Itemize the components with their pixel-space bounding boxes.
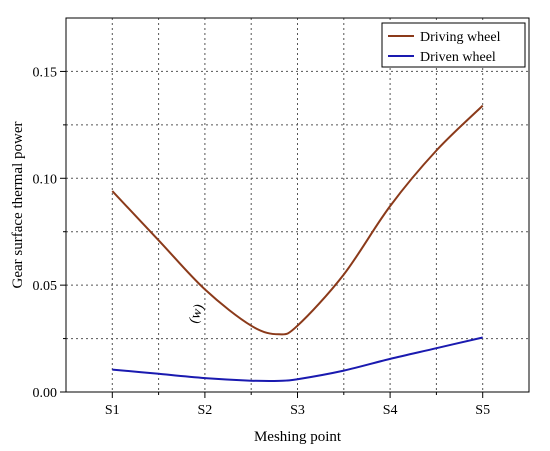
y-tick-label: 0.15 (33, 65, 58, 80)
x-tick-label: S1 (105, 403, 120, 418)
y-tick-label: 0.10 (33, 172, 58, 187)
legend-label-driving-wheel: Driving wheel (420, 30, 501, 45)
y-axis-title: Gear surface thermal power (10, 122, 26, 289)
x-axis-title: Meshing point (254, 429, 342, 445)
x-tick-label: S3 (290, 403, 305, 418)
legend: Driving wheel Driven wheel (381, 22, 526, 68)
series-line-driven-wheel (112, 336, 483, 383)
x-tick-label: S4 (383, 403, 398, 418)
x-tick-label: S5 (475, 403, 490, 418)
y-tick-label: 0.00 (33, 386, 58, 401)
axis-ticks: S1 S2 S3 S4 S5 0.00 0.05 0.10 0.15 (33, 65, 491, 418)
series-line-driving-wheel (111, 104, 484, 336)
x-tick-label: S2 (198, 403, 213, 418)
y-tick-label: 0.05 (33, 279, 58, 294)
grid-lines (66, 18, 529, 392)
legend-label-driven-wheel: Driven wheel (420, 50, 496, 65)
legend-box (381, 22, 526, 68)
series-lines (111, 104, 484, 383)
curve-annotation: (w) (187, 302, 208, 326)
